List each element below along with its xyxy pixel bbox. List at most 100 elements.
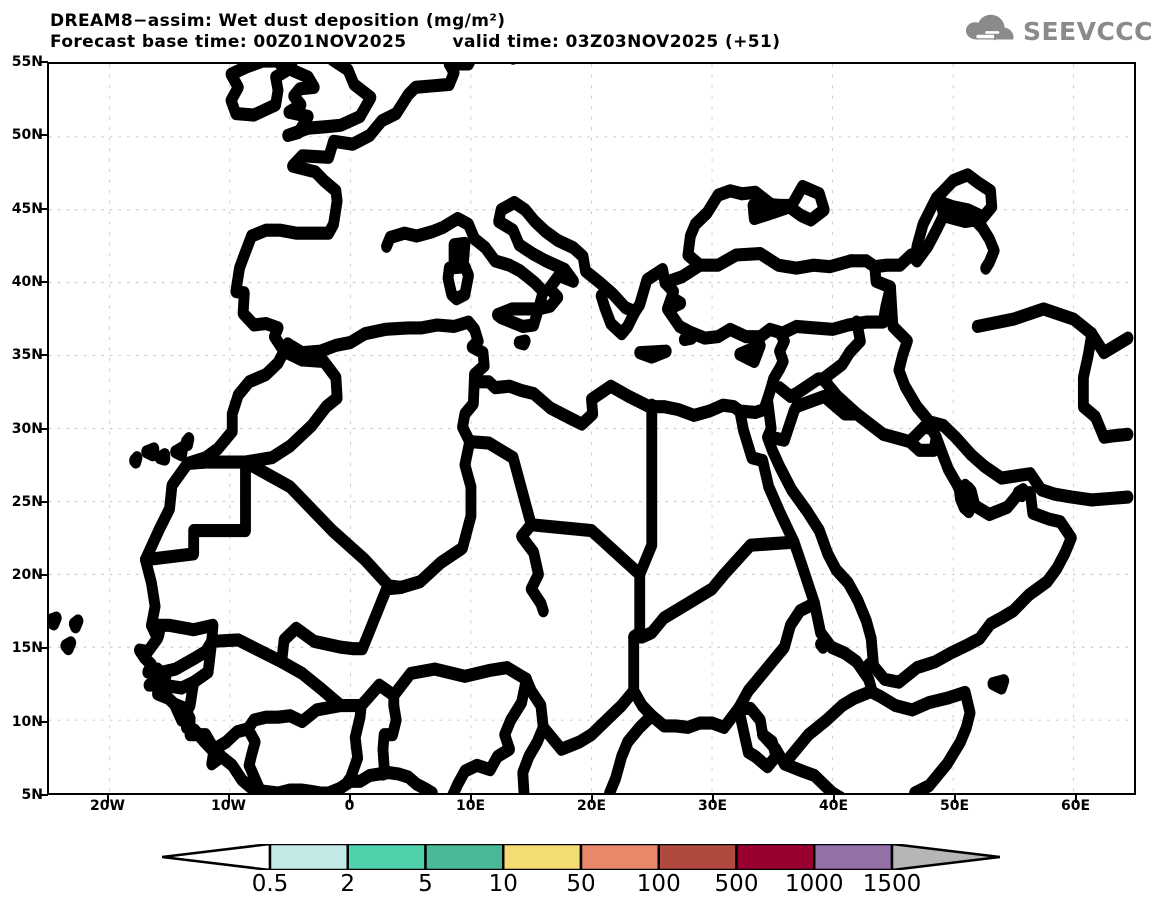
geo-boundary bbox=[133, 553, 296, 793]
colorbar-segment bbox=[268, 844, 349, 870]
logo-text: SEEVCCC bbox=[1022, 16, 1153, 46]
colorbar-arrow-left bbox=[162, 844, 272, 870]
geo-boundary bbox=[342, 698, 367, 788]
colorbar-tick-10: 10 bbox=[488, 871, 518, 897]
colorbar-legend: 0.5 2 5 10 50 100 500 1000 1500 bbox=[0, 844, 1165, 907]
colorbar-tick-5: 5 bbox=[418, 871, 433, 897]
map-gridlines bbox=[49, 64, 1134, 793]
seevccc-logo: SEEVCCC bbox=[964, 14, 1153, 48]
geo-boundary bbox=[815, 634, 830, 654]
lat-tick bbox=[40, 207, 48, 210]
geo-boundary bbox=[284, 766, 438, 793]
lon-tick bbox=[590, 795, 593, 803]
lon-label-0: 0 bbox=[344, 798, 355, 814]
colorbar-tick-500: 500 bbox=[714, 871, 759, 897]
geo-boundary bbox=[276, 655, 400, 713]
lon-tick bbox=[1074, 795, 1077, 803]
lat-tick bbox=[40, 794, 48, 796]
lon-label-50E: 50E bbox=[939, 798, 970, 814]
geo-boundary bbox=[240, 344, 343, 469]
lon-tick bbox=[227, 795, 230, 803]
lat-label-40N: 40N bbox=[11, 273, 43, 290]
geo-boundary bbox=[682, 179, 830, 272]
geo-boundary bbox=[971, 302, 1134, 360]
geo-boundary bbox=[381, 195, 641, 341]
colorbar-segment bbox=[579, 844, 660, 870]
colorbar-segment bbox=[735, 844, 816, 870]
geo-boundary bbox=[230, 64, 460, 358]
lat-tick bbox=[40, 280, 48, 283]
geo-boundary bbox=[938, 209, 1000, 275]
geo-boundary bbox=[845, 248, 923, 274]
colorbar-segment bbox=[657, 844, 738, 870]
lon-label-10W: 10W bbox=[211, 798, 246, 814]
lon-tick bbox=[832, 795, 835, 803]
geo-boundary bbox=[604, 709, 658, 793]
geo-boundary bbox=[447, 672, 532, 793]
map-plot-area[interactable] bbox=[47, 62, 1136, 795]
valid-time-text: valid time: 03Z03NOV2025 (+51) bbox=[452, 32, 781, 52]
geo-boundary bbox=[129, 451, 143, 469]
header: DREAM8−assim: Wet dust deposition (mg/m²… bbox=[0, 0, 1165, 60]
colorbar-segment bbox=[424, 844, 505, 870]
geo-boundary bbox=[68, 614, 84, 634]
geo-boundary bbox=[141, 442, 160, 462]
geo-boundary bbox=[49, 611, 62, 631]
colorbar-tick-100: 100 bbox=[636, 871, 681, 897]
colorbar-tick-1000: 1000 bbox=[784, 871, 844, 897]
lat-label-45N: 45N bbox=[11, 200, 43, 217]
geo-boundary bbox=[168, 675, 200, 727]
geo-boundary bbox=[448, 236, 471, 269]
geo-boundary bbox=[628, 535, 800, 644]
geo-boundary bbox=[918, 416, 1134, 507]
lon-label-20W: 20W bbox=[90, 798, 125, 814]
geo-boundary bbox=[678, 328, 697, 347]
geo-boundary bbox=[152, 623, 166, 643]
geo-boundary bbox=[170, 440, 189, 462]
lon-label-20E: 20E bbox=[576, 798, 607, 814]
colorbar-svg bbox=[162, 844, 1000, 870]
lon-tick bbox=[348, 795, 351, 803]
lat-tick bbox=[40, 720, 48, 723]
geo-boundary bbox=[464, 435, 549, 618]
lat-label-30N: 30N bbox=[11, 420, 43, 437]
geo-boundary bbox=[184, 712, 254, 756]
lat-label-50N: 50N bbox=[11, 127, 43, 144]
lon-label-30E: 30E bbox=[697, 798, 728, 814]
geo-boundary bbox=[757, 728, 845, 793]
geo-boundary bbox=[513, 334, 531, 351]
geo-boundary bbox=[154, 448, 171, 466]
lon-label-10E: 10E bbox=[455, 798, 486, 814]
colorbar-segment bbox=[502, 844, 583, 870]
lat-tick bbox=[40, 500, 48, 503]
colorbar-tick-0.5: 0.5 bbox=[251, 871, 289, 897]
geo-boundary bbox=[517, 720, 549, 793]
geo-boundary bbox=[669, 293, 687, 313]
colorbar-tick-50: 50 bbox=[566, 871, 596, 897]
lat-label-5N: 5N bbox=[21, 787, 43, 803]
geo-boundary bbox=[629, 263, 671, 319]
geo-boundary bbox=[181, 432, 195, 452]
geo-boundary bbox=[395, 367, 480, 594]
lat-label-10N: 10N bbox=[11, 713, 43, 730]
geo-boundary bbox=[140, 455, 251, 567]
geo-boundary bbox=[747, 197, 795, 226]
geo-boundary bbox=[885, 280, 935, 428]
lat-tick bbox=[40, 574, 48, 577]
colorbar-strip[interactable] bbox=[162, 844, 1000, 870]
geo-boundary bbox=[388, 661, 532, 702]
forecast-time-line: Forecast base time: 00Z01NOV2025 valid ti… bbox=[50, 32, 780, 52]
base-time-text: Forecast base time: 00Z01NOV2025 bbox=[50, 32, 407, 52]
lon-tick bbox=[711, 795, 714, 803]
lat-label-25N: 25N bbox=[11, 493, 43, 510]
colorbar-tick-2: 2 bbox=[340, 871, 356, 897]
map-coastlines bbox=[49, 64, 1134, 793]
lat-tick bbox=[40, 647, 48, 650]
geo-boundary bbox=[734, 404, 976, 793]
lat-tick bbox=[40, 61, 48, 63]
geo-boundary bbox=[1012, 483, 1029, 503]
lon-tick bbox=[469, 795, 472, 803]
lon-tick bbox=[106, 795, 109, 803]
geo-boundary bbox=[525, 518, 646, 644]
page-title: DREAM8−assim: Wet dust deposition (mg/m²… bbox=[50, 11, 506, 31]
